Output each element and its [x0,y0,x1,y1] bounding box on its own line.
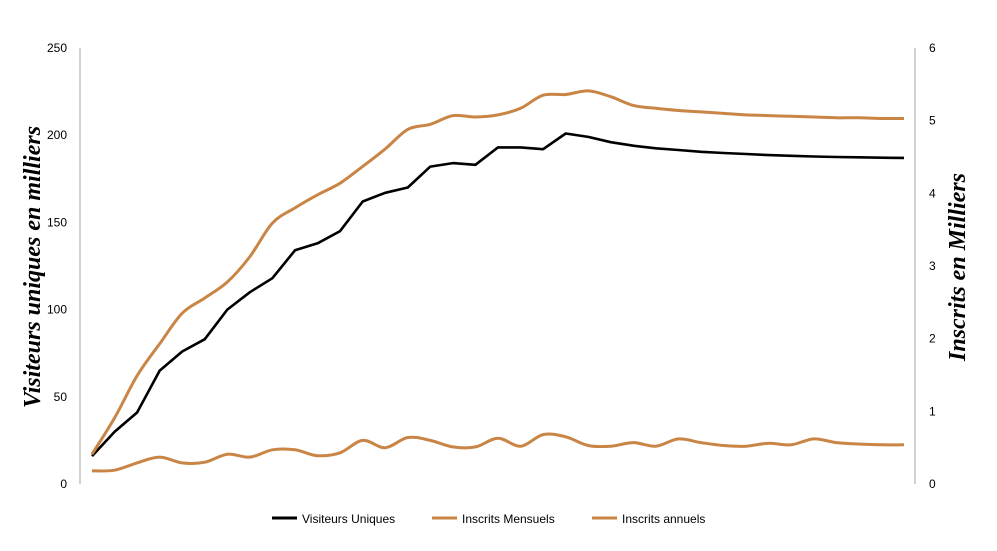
left-tick-label: 0 [60,477,67,491]
right-tick-label: 6 [929,41,936,55]
left-tick-label: 200 [47,128,67,142]
legend: Visiteurs Uniques Inscrits Mensuels Inscri… [272,512,705,526]
left-y-axis-title: Visiteurs uniques en milliers [20,126,46,408]
series-line-visiteurs-uniques [91,132,905,457]
left-tick-label: 50 [54,390,68,404]
right-tick-label: 0 [929,477,936,491]
right-tick-label: 4 [929,186,936,200]
left-y-axis: 0 50 100 150 200 250 [47,41,81,491]
series-layer [90,89,905,473]
right-y-axis-title: Inscrits en Milliers [945,173,971,362]
right-tick-label: 2 [929,332,936,346]
legend-label: Inscrits Mensuels [462,512,555,526]
left-tick-label: 150 [47,215,67,229]
legend-label: Inscrits annuels [622,512,705,526]
legend-item: Inscrits Mensuels [432,512,555,526]
series-line-inscrits-annuels [91,432,905,473]
legend-item: Visiteurs Uniques [272,512,395,526]
right-tick-label: 5 [929,114,936,128]
right-tick-label: 3 [929,259,936,273]
series-line-inscrits-mensuels [90,89,905,456]
left-tick-label: 250 [47,41,67,55]
legend-item: Inscrits annuels [592,512,705,526]
right-y-axis: 0 1 2 3 4 5 6 [914,41,936,491]
left-tick-label: 100 [47,303,67,317]
right-tick-label: 1 [929,404,936,418]
legend-label: Visiteurs Uniques [302,512,395,526]
